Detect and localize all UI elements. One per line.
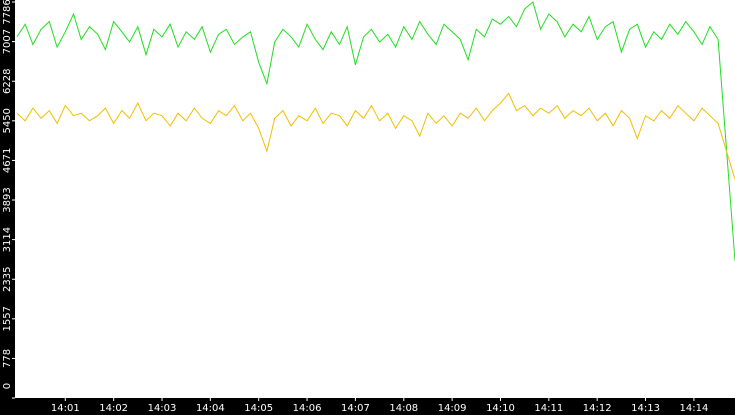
- x-tick-label: 14:11: [534, 403, 563, 414]
- y-tick-label: 0: [2, 383, 13, 389]
- x-tick-label: 14:06: [293, 403, 322, 414]
- x-tick-label: 14:10: [486, 403, 515, 414]
- y-axis-strip: [0, 0, 15, 415]
- series-line: [16, 1, 735, 261]
- x-tick-label: 14:04: [196, 403, 225, 414]
- y-tick-label: 1557: [2, 306, 13, 331]
- y-tick-label: 2335: [2, 267, 13, 292]
- y-tick-label: 3114: [2, 227, 13, 252]
- x-tick-label: 14:02: [99, 403, 128, 414]
- x-tick-label: 14:01: [51, 403, 80, 414]
- x-tick-label: 14:09: [438, 403, 467, 414]
- x-tick-label: 14:05: [244, 403, 273, 414]
- x-tick-label: 14:14: [679, 403, 708, 414]
- y-tick-label: 7007: [2, 29, 13, 54]
- y-tick-label: 3893: [2, 187, 13, 212]
- y-tick-label: 4671: [2, 148, 13, 173]
- series-line: [16, 92, 735, 180]
- x-tick-label: 14:07: [341, 403, 370, 414]
- y-tick-label: 7786: [2, 0, 13, 25]
- x-tick-label: 14:08: [389, 403, 418, 414]
- y-tick-label: 6228: [2, 69, 13, 94]
- y-tick-label: 5450: [2, 108, 13, 133]
- y-tick-label: 778: [2, 349, 13, 368]
- x-tick-label: 14:03: [148, 403, 177, 414]
- x-tick-label: 14:12: [583, 403, 612, 414]
- x-axis-strip: [0, 398, 735, 415]
- x-tick-label: 14:13: [631, 403, 660, 414]
